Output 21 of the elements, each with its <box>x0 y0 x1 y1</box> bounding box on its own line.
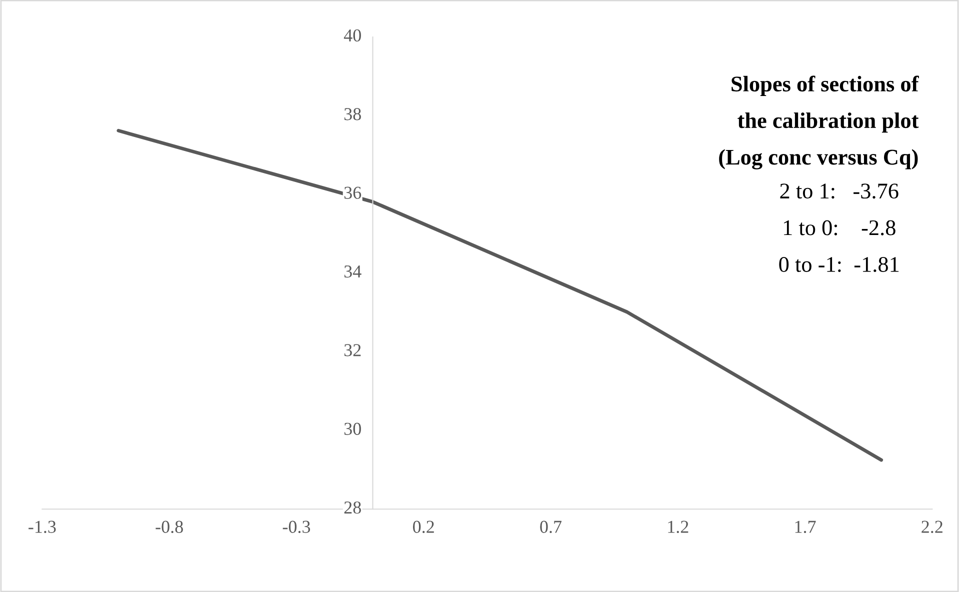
x-tick-label: -1.3 <box>28 520 56 534</box>
y-tick-label: 30 <box>344 422 361 435</box>
y-tick-label: 36 <box>344 186 362 199</box>
annotation: the calibration plot <box>738 112 919 133</box>
y-tick-label: 32 <box>344 344 361 356</box>
x-tick-label: -0.8 <box>156 520 183 534</box>
annotation: 2 to 1: -3.76 <box>780 184 898 199</box>
x-tick-label: -0.3 <box>282 520 310 534</box>
y-tick-label: 34 <box>344 265 362 278</box>
y-tick-label: 40 <box>344 29 361 42</box>
y-tick-label: 38 <box>344 108 361 120</box>
x-tick-label: 1.7 <box>795 520 816 534</box>
x-tick-label: 2.2 <box>922 520 942 534</box>
annotation: Slopes of sections of <box>732 76 919 96</box>
y-tick-label: 28 <box>344 501 361 514</box>
annotation: 1 to 0: -2.8 <box>784 220 896 236</box>
annotation: 0 to -1: -1.81 <box>779 256 899 272</box>
x-tick-label: 1.2 <box>668 520 688 534</box>
x-tick-label: 0.2 <box>413 520 434 534</box>
annotation: (Log conc versus Cq) <box>719 149 918 170</box>
x-tick-label: 0.7 <box>540 520 562 534</box>
